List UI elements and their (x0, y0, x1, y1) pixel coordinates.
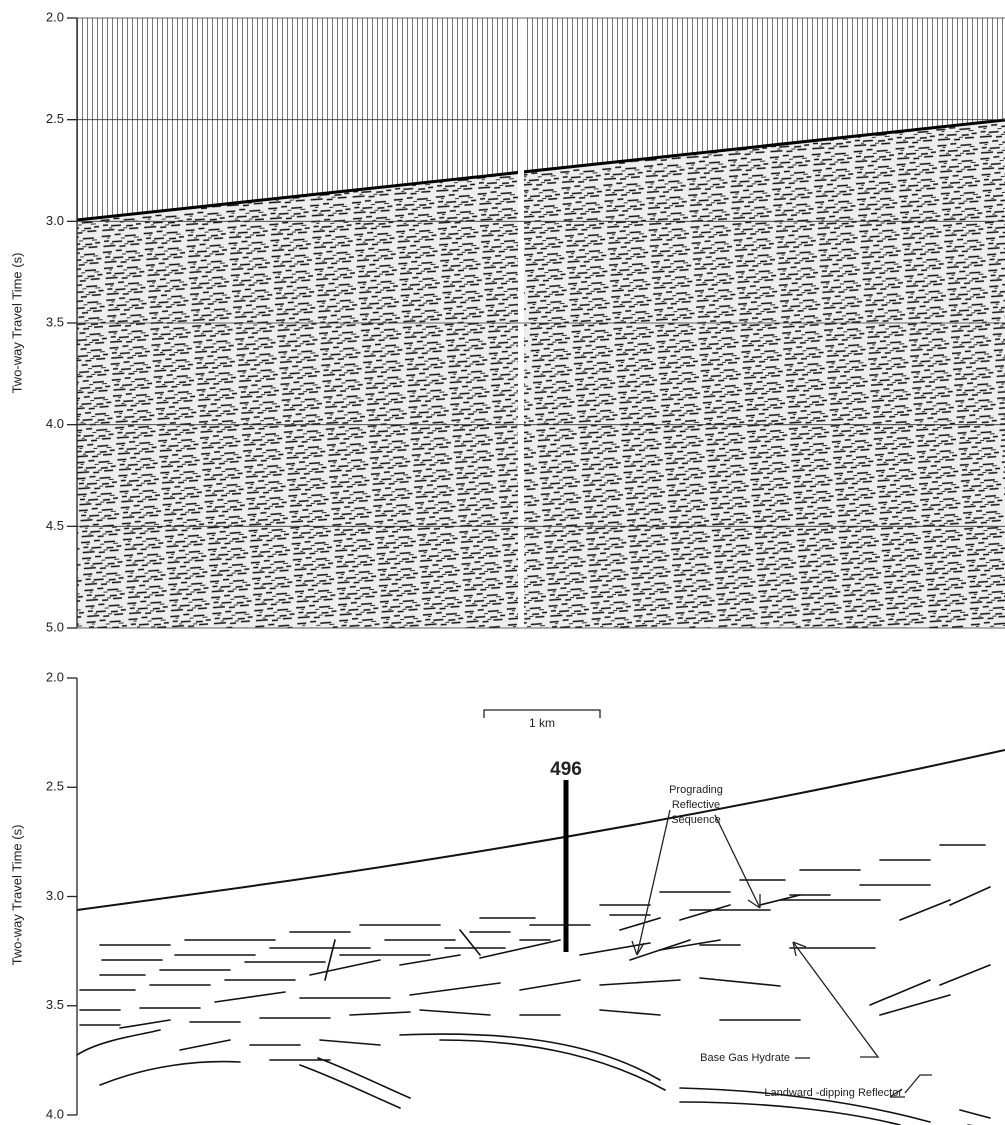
annotation: Base Gas Hydrate (700, 1052, 790, 1064)
y-tick-label: 2.0 (46, 669, 64, 684)
y-tick-label: 3.5 (46, 997, 64, 1012)
y-tick-label: 2.5 (46, 111, 64, 126)
scale-bar (483, 709, 601, 718)
annotation: Prograding (669, 784, 723, 796)
seafloor (76, 749, 1005, 911)
y-tick-label: 2.5 (46, 779, 64, 794)
scale-label: 1 km (529, 716, 555, 730)
site-label: 496 (550, 759, 582, 780)
y-tick-label: 3.0 (46, 888, 64, 903)
arrows (631, 809, 932, 1098)
interpretation: Two-way Travel Time (s) 1 km 496 Prograd… (9, 669, 1005, 1125)
y-tick-label: 5.0 (46, 619, 64, 634)
y-axis-label: Two-way Travel Time (s) (9, 253, 24, 394)
annotation: Reflective (672, 799, 720, 811)
y-tick-label: 4.0 (46, 1106, 64, 1121)
y-tick-label: 4.0 (46, 416, 64, 431)
seismic-axes: Two-way Travel Time (s) 2.0 2.5 3.0 3.5 4.0 4… (9, 9, 1005, 634)
annotation: Sequence (671, 814, 721, 826)
reflectors (76, 844, 991, 1125)
y-tick-label: 2.0 (46, 9, 64, 24)
y-axis-label: Two-way Travel Time (s) (9, 825, 24, 966)
y-tick-label: 3.0 (46, 213, 64, 228)
y-tick-label: 3.5 (46, 314, 64, 329)
annotation: Landward -dipping Reflector (764, 1087, 902, 1099)
y-tick-label: 4.5 (46, 518, 64, 533)
